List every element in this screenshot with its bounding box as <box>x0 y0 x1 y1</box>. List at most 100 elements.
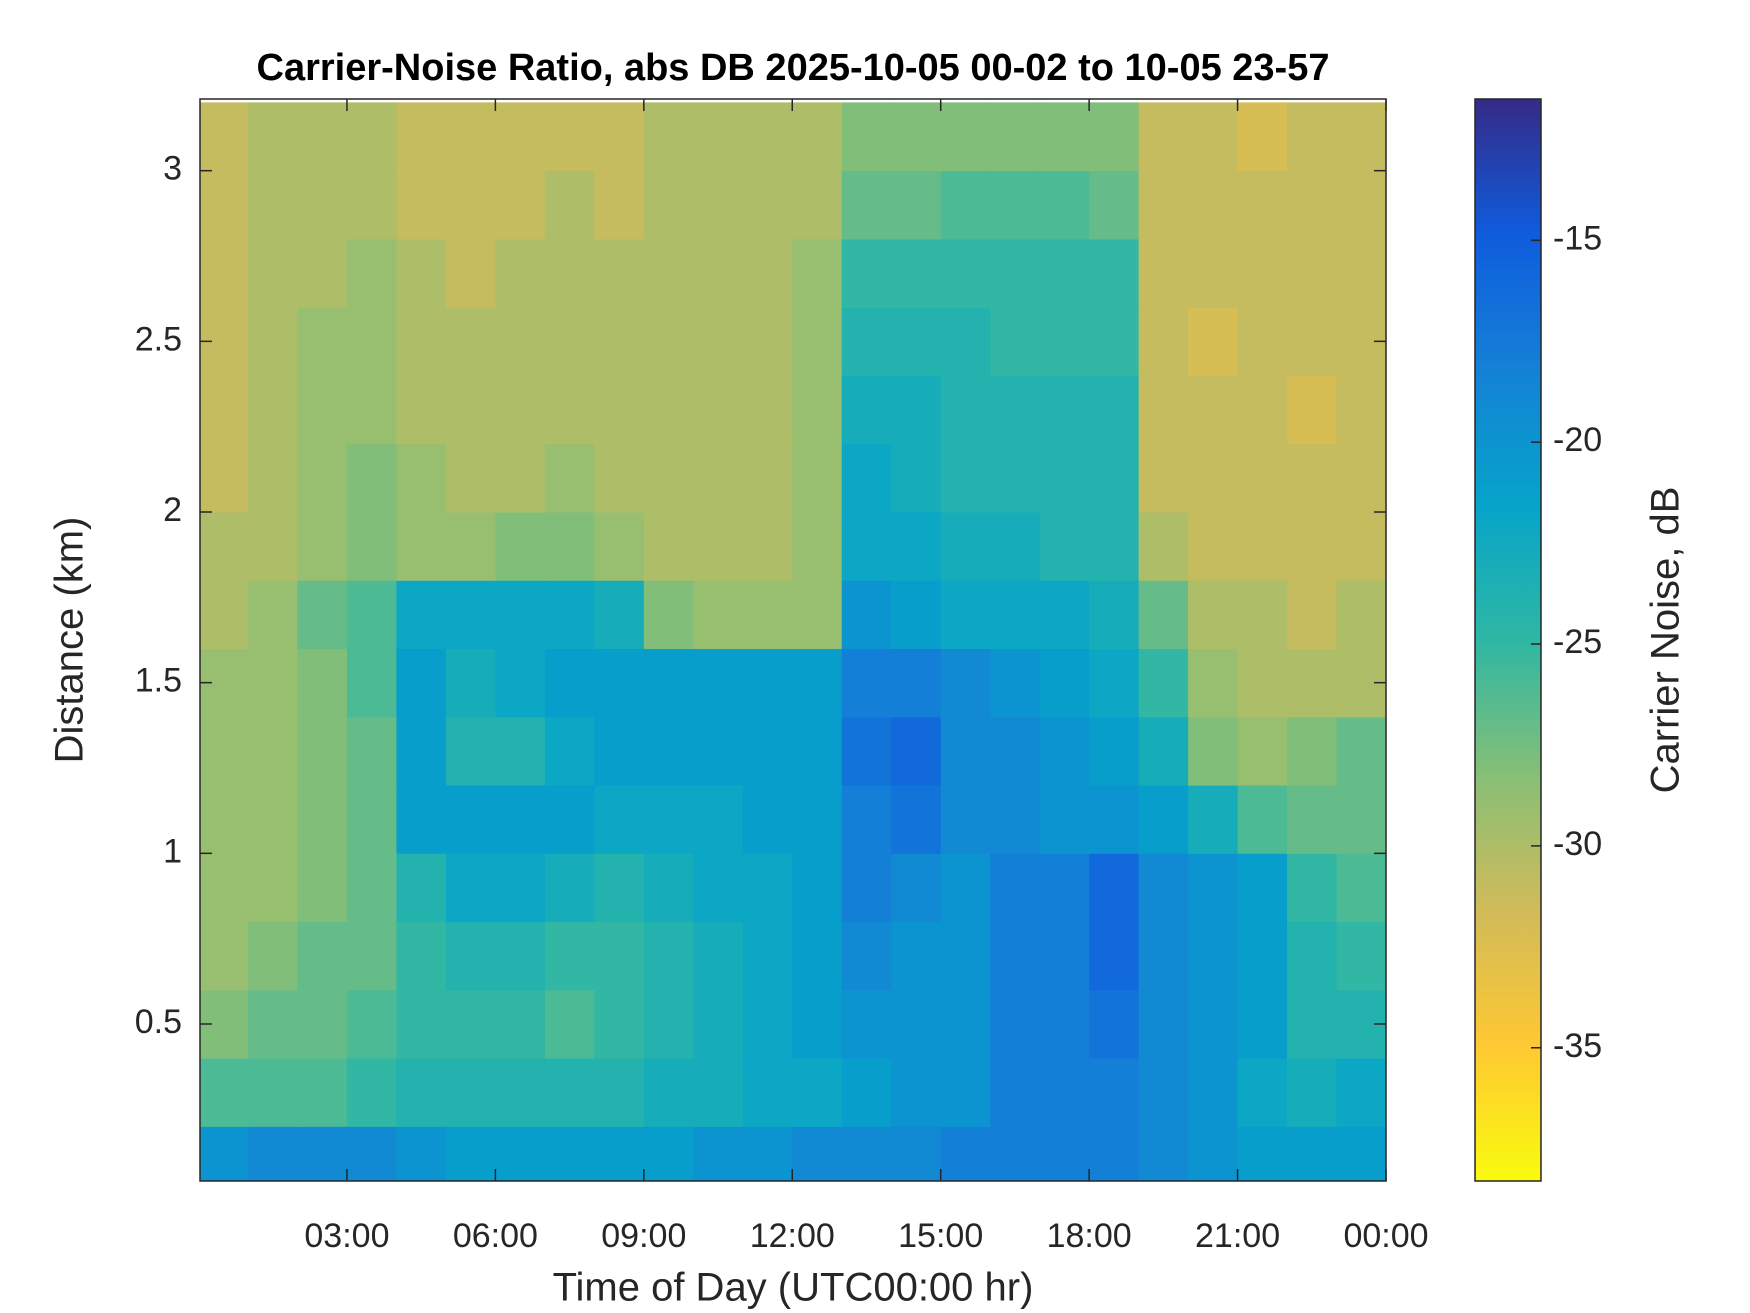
heatmap-cell <box>891 580 942 650</box>
heatmap-cell <box>792 1126 843 1181</box>
heatmap-cell <box>1237 785 1288 854</box>
heatmap-cell <box>643 102 694 172</box>
heatmap-cell <box>1089 307 1140 376</box>
heatmap-cell <box>990 853 1041 923</box>
heatmap-cell <box>1188 580 1239 650</box>
heatmap-cell <box>940 853 991 923</box>
heatmap-cell <box>891 853 942 923</box>
heatmap-cell <box>643 785 694 854</box>
heatmap-cell <box>1188 512 1239 581</box>
heatmap-cell <box>792 238 843 308</box>
heatmap-cell <box>1188 1058 1239 1127</box>
heatmap-cell <box>445 375 496 445</box>
heatmap-cell <box>693 853 744 923</box>
heatmap-cell <box>544 102 595 172</box>
heatmap-cell <box>495 716 546 786</box>
x-tick-label: 09:00 <box>601 1217 686 1255</box>
heatmap-cell <box>990 785 1041 854</box>
heatmap-cell <box>1287 238 1338 308</box>
heatmap-cell <box>396 580 447 650</box>
heatmap-cell <box>1336 102 1386 172</box>
heatmap-cell <box>544 648 595 718</box>
y-tick-label: 2.5 <box>135 320 182 358</box>
heatmap-cell <box>693 170 744 240</box>
heatmap-cell <box>891 716 942 786</box>
y-tick-label: 0.5 <box>135 1003 182 1041</box>
heatmap-cell <box>495 238 546 308</box>
heatmap-cell <box>594 375 645 445</box>
y-tick-label: 1 <box>163 832 182 870</box>
heatmap-cell <box>396 785 447 854</box>
heatmap-cell <box>594 580 645 650</box>
heatmap-cell <box>792 853 843 923</box>
heatmap-cell <box>643 648 694 718</box>
heatmap-cell <box>940 170 991 240</box>
y-tick-label: 1.5 <box>135 662 182 700</box>
heatmap-cell <box>1138 170 1189 240</box>
heatmap-cell <box>396 716 447 786</box>
heatmap-cell <box>544 853 595 923</box>
heatmap-cell <box>742 307 793 376</box>
heatmap-cell <box>940 989 991 1059</box>
heatmap-cell <box>792 989 843 1059</box>
heatmap-cell <box>940 102 991 172</box>
heatmap-cell <box>1188 989 1239 1059</box>
heatmap-cell <box>990 580 1041 650</box>
heatmap-cell <box>1237 989 1288 1059</box>
heatmap-cell <box>792 580 843 650</box>
heatmap-cell <box>297 580 348 650</box>
heatmap-cell <box>841 1126 892 1181</box>
colorbar <box>1474 98 1542 1182</box>
heatmap-cell <box>396 307 447 376</box>
heatmap-cell <box>1138 512 1189 581</box>
heatmap-cell <box>594 648 645 718</box>
heatmap-cell <box>445 921 496 991</box>
heatmap-cell <box>445 853 496 923</box>
heatmap-cell <box>1188 443 1239 513</box>
heatmap <box>200 102 1386 1181</box>
heatmap-cell <box>495 512 546 581</box>
heatmap-cell <box>1138 307 1189 376</box>
heatmap-cell <box>594 853 645 923</box>
heatmap-cell <box>990 1126 1041 1181</box>
heatmap-cell <box>396 170 447 240</box>
heatmap-cell <box>1336 921 1386 991</box>
heatmap-cell <box>940 307 991 376</box>
heatmap-cell <box>1237 375 1288 445</box>
x-tick-label: 03:00 <box>304 1217 389 1255</box>
heatmap-cell <box>1188 921 1239 991</box>
heatmap-cell <box>693 989 744 1059</box>
x-tick-label: 00:00 <box>1343 1217 1428 1255</box>
heatmap-cell <box>841 853 892 923</box>
heatmap-cell <box>990 512 1041 581</box>
heatmap-cell <box>200 1058 249 1127</box>
heatmap-cell <box>396 921 447 991</box>
heatmap-cell <box>990 716 1041 786</box>
heatmap-cell <box>445 648 496 718</box>
heatmap-cell <box>1188 1126 1239 1181</box>
heatmap-cell <box>1089 989 1140 1059</box>
heatmap-cell <box>891 238 942 308</box>
heatmap-cell <box>247 716 298 786</box>
heatmap-cell <box>891 921 942 991</box>
heatmap-cell <box>594 238 645 308</box>
heatmap-cell <box>1089 580 1140 650</box>
heatmap-cell <box>990 1058 1041 1127</box>
heatmap-cell <box>742 1126 793 1181</box>
heatmap-cell <box>1237 1058 1288 1127</box>
heatmap-cell <box>247 1058 298 1127</box>
heatmap-cell <box>1287 102 1338 172</box>
heatmap-cell <box>792 648 843 718</box>
heatmap-cell <box>445 785 496 854</box>
heatmap-cell <box>346 921 397 991</box>
heatmap-cell <box>544 785 595 854</box>
heatmap-cell <box>544 921 595 991</box>
heatmap-cell <box>1188 853 1239 923</box>
heatmap-cell <box>643 1126 694 1181</box>
heatmap-cell <box>544 580 595 650</box>
heatmap-cell <box>891 1058 942 1127</box>
heatmap-cell <box>346 238 397 308</box>
heatmap-cell <box>1237 921 1288 991</box>
heatmap-cell <box>693 648 744 718</box>
